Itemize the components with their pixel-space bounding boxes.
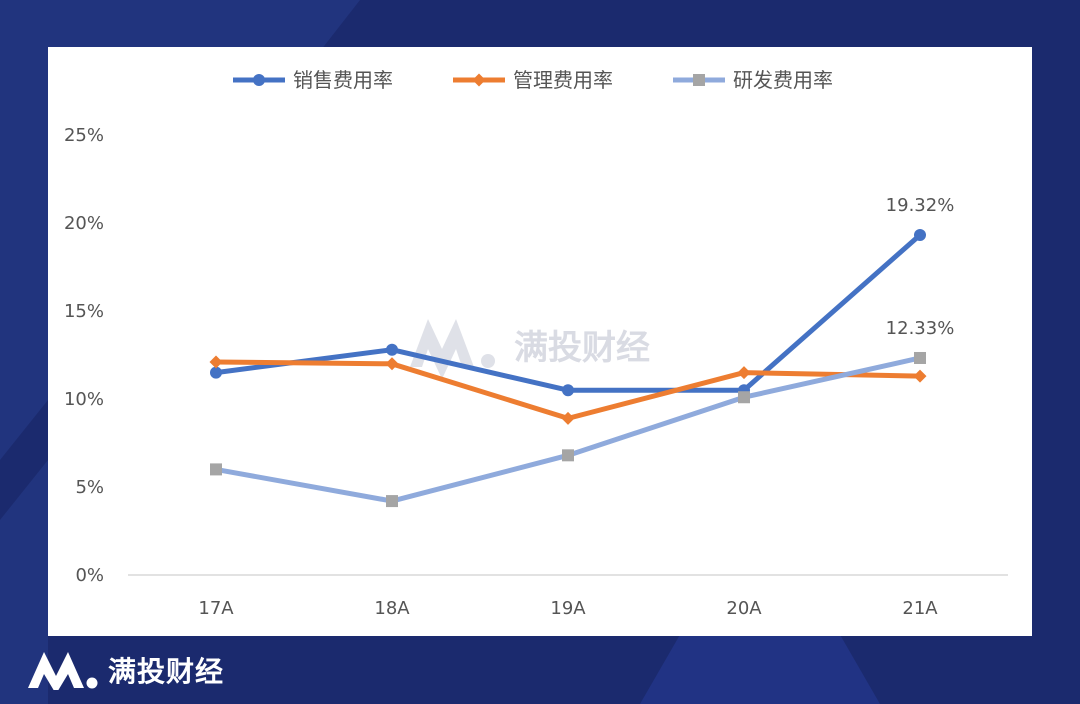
data-point-s3-20A [738, 391, 750, 404]
data-point-s3-21A [914, 351, 926, 364]
data-point-s3-17A [210, 463, 222, 476]
data-point-s1-19A [562, 384, 574, 397]
legend-swatch-marker [253, 74, 265, 86]
series-line-3 [213, 355, 923, 504]
x-tick-label: 20A [726, 598, 762, 619]
data-point-s2-18A [385, 357, 399, 371]
legend-swatch-marker [472, 73, 486, 87]
y-tick-label: 0% [75, 565, 104, 586]
watermark-logo-icon [410, 319, 495, 379]
footer-logo: 满投财经 [28, 650, 224, 690]
legend-label: 管理费用率 [513, 68, 613, 92]
x-tick-label: 18A [374, 598, 410, 619]
y-tick-label: 10% [64, 389, 104, 410]
data-point-s1-21A [914, 228, 926, 241]
y-tick-label: 5% [75, 477, 104, 498]
chart-card: 满投财经 0% 5% 10% 15% 20% 25% 17A 18A 19A 20A 21A 19… [48, 47, 1032, 636]
series-markers [209, 228, 927, 508]
x-tick-label: 17A [198, 598, 234, 619]
x-tick-label: 19A [550, 598, 586, 619]
data-label: 19.32% [886, 195, 955, 216]
data-point-s2-20A [737, 366, 751, 380]
brand-name: 满投财经 [108, 655, 225, 688]
y-axis-ticks: 0% 5% 10% 15% 20% 25% [64, 125, 104, 586]
data-label: 12.33% [886, 318, 955, 339]
legend-label: 销售费用率 [293, 68, 393, 92]
data-point-s2-17A [209, 355, 223, 369]
y-tick-label: 25% [64, 125, 104, 146]
data-point-s1-18A [386, 343, 398, 356]
legend: 销售费用率 管理费用率 研发费用率 [233, 68, 833, 92]
data-point-s1-17A [210, 366, 222, 379]
brand-logo-icon [28, 652, 98, 690]
x-axis-ticks: 17A 18A 19A 20A 21A [198, 598, 938, 619]
x-tick-label: 21A [902, 598, 938, 619]
y-tick-label: 15% [64, 301, 104, 322]
watermark-text: 满投财经 [514, 328, 650, 368]
watermark: 满投财经 [410, 319, 650, 379]
data-labels: 19.32% 12.33% [886, 195, 955, 339]
legend-label: 研发费用率 [733, 68, 833, 92]
data-point-s2-19A [561, 411, 575, 425]
y-tick-label: 20% [64, 213, 104, 234]
data-point-s3-19A [562, 449, 574, 462]
line-chart: 满投财经 0% 5% 10% 15% 20% 25% 17A 18A 19A 20A 21A 19… [64, 68, 1008, 619]
data-point-s3-18A [386, 495, 398, 508]
data-point-s2-21A [913, 369, 927, 383]
legend-swatch-marker [693, 74, 705, 86]
